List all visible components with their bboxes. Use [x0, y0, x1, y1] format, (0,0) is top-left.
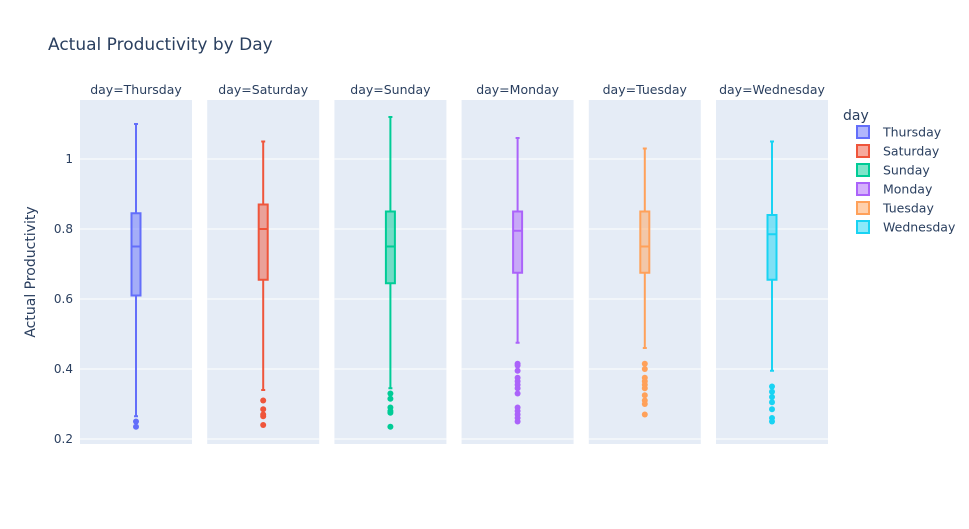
facet-panel-saturday: day=Saturday [207, 82, 320, 444]
outlier-point[interactable] [641, 385, 648, 392]
legend-item-thursday[interactable]: Thursday [856, 125, 942, 140]
facet-label: day=Thursday [90, 82, 182, 97]
legend-label: Tuesday [882, 201, 934, 216]
iqr-box [639, 210, 651, 274]
y-tick-labels: 0.2 0.4 0.6 0.8 1 [54, 152, 73, 446]
legend-label: Sunday [883, 163, 930, 178]
legend-item-wednesday[interactable]: Wednesday [856, 220, 956, 235]
y-axis-label: Actual Productivity [23, 206, 39, 337]
legend[interactable]: day Thursday Saturday Sunday Monday Tuesday W… [843, 108, 956, 235]
legend-label: Saturday [883, 144, 940, 159]
box-sunday[interactable] [384, 116, 396, 430]
outlier-point[interactable] [641, 401, 648, 407]
legend-swatch [856, 220, 870, 234]
facet-label: day=Monday [476, 82, 559, 97]
iqr-box [257, 203, 269, 281]
legend-swatch [856, 144, 870, 158]
outlier-point[interactable] [514, 367, 521, 374]
facet-panel-monday: day=Monday [461, 82, 574, 444]
outlier-point[interactable] [769, 394, 775, 400]
outlier-point[interactable] [260, 397, 267, 404]
outlier-point[interactable] [514, 362, 521, 369]
y-tick-label: 0.8 [54, 222, 73, 236]
legend-item-tuesday[interactable]: Tuesday [856, 201, 934, 216]
outlier-point[interactable] [769, 383, 775, 390]
box-tuesday[interactable] [639, 147, 651, 418]
outlier-point[interactable] [769, 418, 775, 425]
outlier-point[interactable] [769, 399, 775, 406]
chart-title: Actual Productivity by Day [48, 35, 273, 55]
outlier-point[interactable] [260, 413, 267, 420]
outlier-point[interactable] [641, 366, 648, 372]
outlier-point[interactable] [514, 385, 521, 392]
box-wednesday[interactable] [766, 140, 778, 425]
legend-title: day [843, 108, 869, 124]
outlier-point[interactable] [260, 406, 267, 413]
facet-label: day=Sunday [350, 82, 431, 97]
legend-item-sunday[interactable]: Sunday [856, 163, 930, 178]
legend-swatch [856, 201, 870, 215]
legend-swatch [856, 163, 870, 177]
outlier-point[interactable] [387, 423, 394, 430]
y-tick-label: 0.6 [54, 292, 73, 306]
outlier-point[interactable] [260, 422, 267, 428]
legend-items[interactable]: Thursday Saturday Sunday Monday Tuesday Wedne… [856, 125, 956, 235]
iqr-box [130, 212, 142, 297]
iqr-box [766, 214, 778, 281]
y-tick-label: 1 [65, 152, 73, 166]
outlier-point[interactable] [387, 409, 394, 416]
y-tick-label: 0.2 [54, 432, 73, 446]
legend-item-monday[interactable]: Monday [856, 182, 933, 197]
outlier-point[interactable] [769, 406, 775, 413]
outlier-point[interactable] [514, 390, 521, 397]
facet-panel-wednesday: day=Wednesday [716, 82, 828, 444]
legend-label: Wednesday [883, 220, 956, 235]
legend-label: Thursday [882, 125, 942, 140]
facet-label: day=Saturday [218, 82, 308, 97]
outlier-point[interactable] [514, 418, 521, 425]
legend-label: Monday [883, 182, 933, 197]
box-saturday[interactable] [257, 140, 269, 429]
outlier-point[interactable] [133, 418, 139, 425]
outlier-point[interactable] [387, 395, 394, 402]
legend-swatch [856, 182, 870, 196]
facet-panel-tuesday: day=Tuesday [588, 82, 701, 444]
outlier-point[interactable] [641, 411, 648, 418]
facet-label: day=Tuesday [603, 82, 688, 97]
box-monday[interactable] [512, 137, 524, 425]
outlier-point[interactable] [387, 390, 394, 397]
outlier-point[interactable] [641, 392, 648, 399]
y-tick-label: 0.4 [54, 362, 73, 376]
box-thursday[interactable] [130, 123, 142, 430]
legend-item-saturday[interactable]: Saturday [856, 144, 940, 159]
facet-label: day=Wednesday [719, 82, 825, 97]
facet-panels: day=Thursday day=Saturday day=Sunday day=Mo… [80, 82, 828, 444]
facet-panel-sunday: day=Sunday [334, 82, 447, 444]
iqr-box [512, 210, 524, 274]
outlier-point[interactable] [769, 388, 775, 395]
facet-panel-thursday: day=Thursday [80, 82, 192, 444]
outlier-point[interactable] [133, 423, 139, 430]
legend-swatch [856, 125, 870, 139]
outlier-point[interactable] [641, 360, 648, 367]
